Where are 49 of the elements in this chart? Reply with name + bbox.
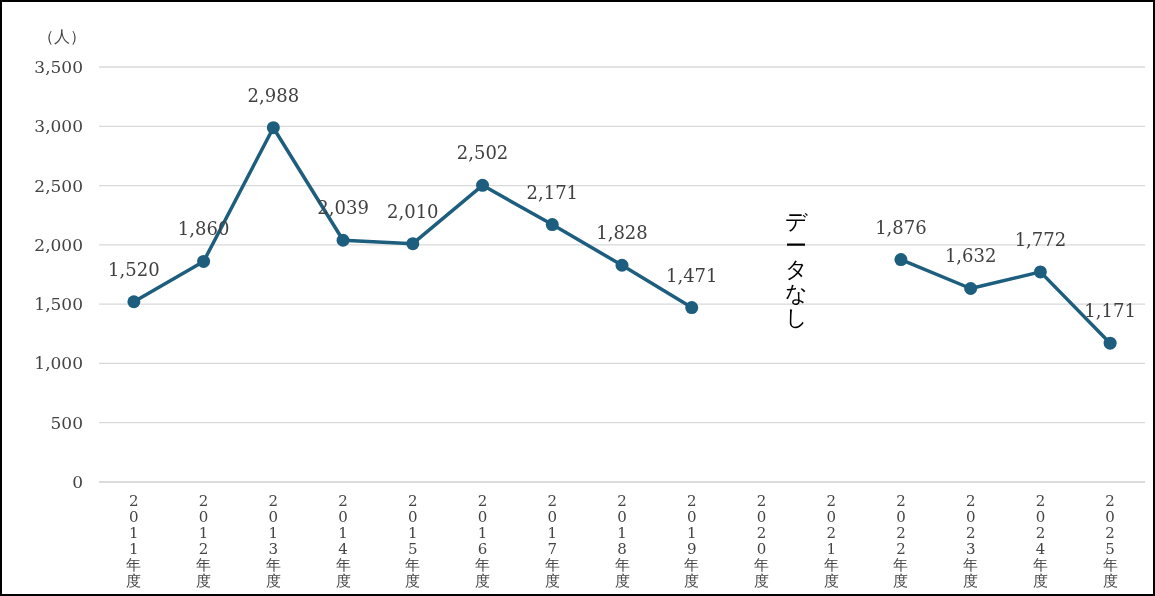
data-label: 1,876 — [875, 216, 927, 238]
point — [545, 218, 559, 232]
y-tick-label: 3,000 — [34, 116, 83, 137]
point — [685, 301, 699, 315]
x-tick-label: 2013年度 — [265, 492, 281, 590]
data-label: 2,502 — [456, 142, 509, 164]
x-tick-label: 2018年度 — [614, 492, 630, 590]
point — [127, 295, 141, 309]
x-tick-label: 2020年度 — [753, 492, 769, 590]
x-tick-label: 2019年度 — [684, 492, 700, 590]
x-tick-label: 2022年度 — [893, 492, 909, 590]
y-axis-title: （人） — [38, 27, 86, 46]
annotation: データなし — [784, 209, 808, 331]
y-tick-label: 1,000 — [34, 353, 83, 374]
x-tick-label: 2021年度 — [823, 492, 839, 590]
data-label: 1,632 — [944, 245, 997, 267]
data-label: 1,772 — [1014, 228, 1067, 250]
x-tick-label: 2011年度 — [126, 492, 142, 590]
y-tick-label: 2,500 — [34, 175, 83, 196]
x-tick-label: 2017年度 — [544, 492, 560, 590]
point — [476, 178, 490, 192]
data-label: 2,010 — [387, 200, 439, 222]
y-tick-label: 500 — [50, 412, 83, 433]
point — [615, 258, 629, 272]
data-label: 1,520 — [108, 258, 160, 280]
data-label: 1,828 — [596, 222, 648, 244]
y-tick-label: 2,000 — [34, 234, 83, 255]
point — [406, 237, 420, 251]
data-label: 1,471 — [665, 264, 718, 286]
data-label: 1,171 — [1084, 300, 1136, 322]
y-tick-label: 3,500 — [34, 57, 83, 77]
x-tick-label: 2012年度 — [196, 492, 212, 590]
data-label: 2,171 — [526, 181, 579, 203]
point — [197, 254, 211, 268]
point — [266, 121, 280, 135]
y-tick-label: 0 — [72, 472, 83, 492]
point — [1033, 265, 1047, 279]
point — [894, 253, 908, 267]
x-tick-label: 2024年度 — [1032, 492, 1048, 590]
point — [336, 233, 350, 247]
point — [1103, 336, 1117, 350]
x-tick-label: 2015年度 — [405, 492, 421, 590]
x-tick-label: 2016年度 — [475, 492, 491, 590]
x-tick-label: 2023年度 — [963, 492, 979, 590]
x-tick-label: 2014年度 — [335, 492, 351, 590]
data-label: 2,988 — [247, 84, 300, 106]
y-tick-label: 1,500 — [34, 294, 83, 315]
x-tick-label: 2025年度 — [1102, 492, 1118, 590]
point — [964, 281, 978, 295]
